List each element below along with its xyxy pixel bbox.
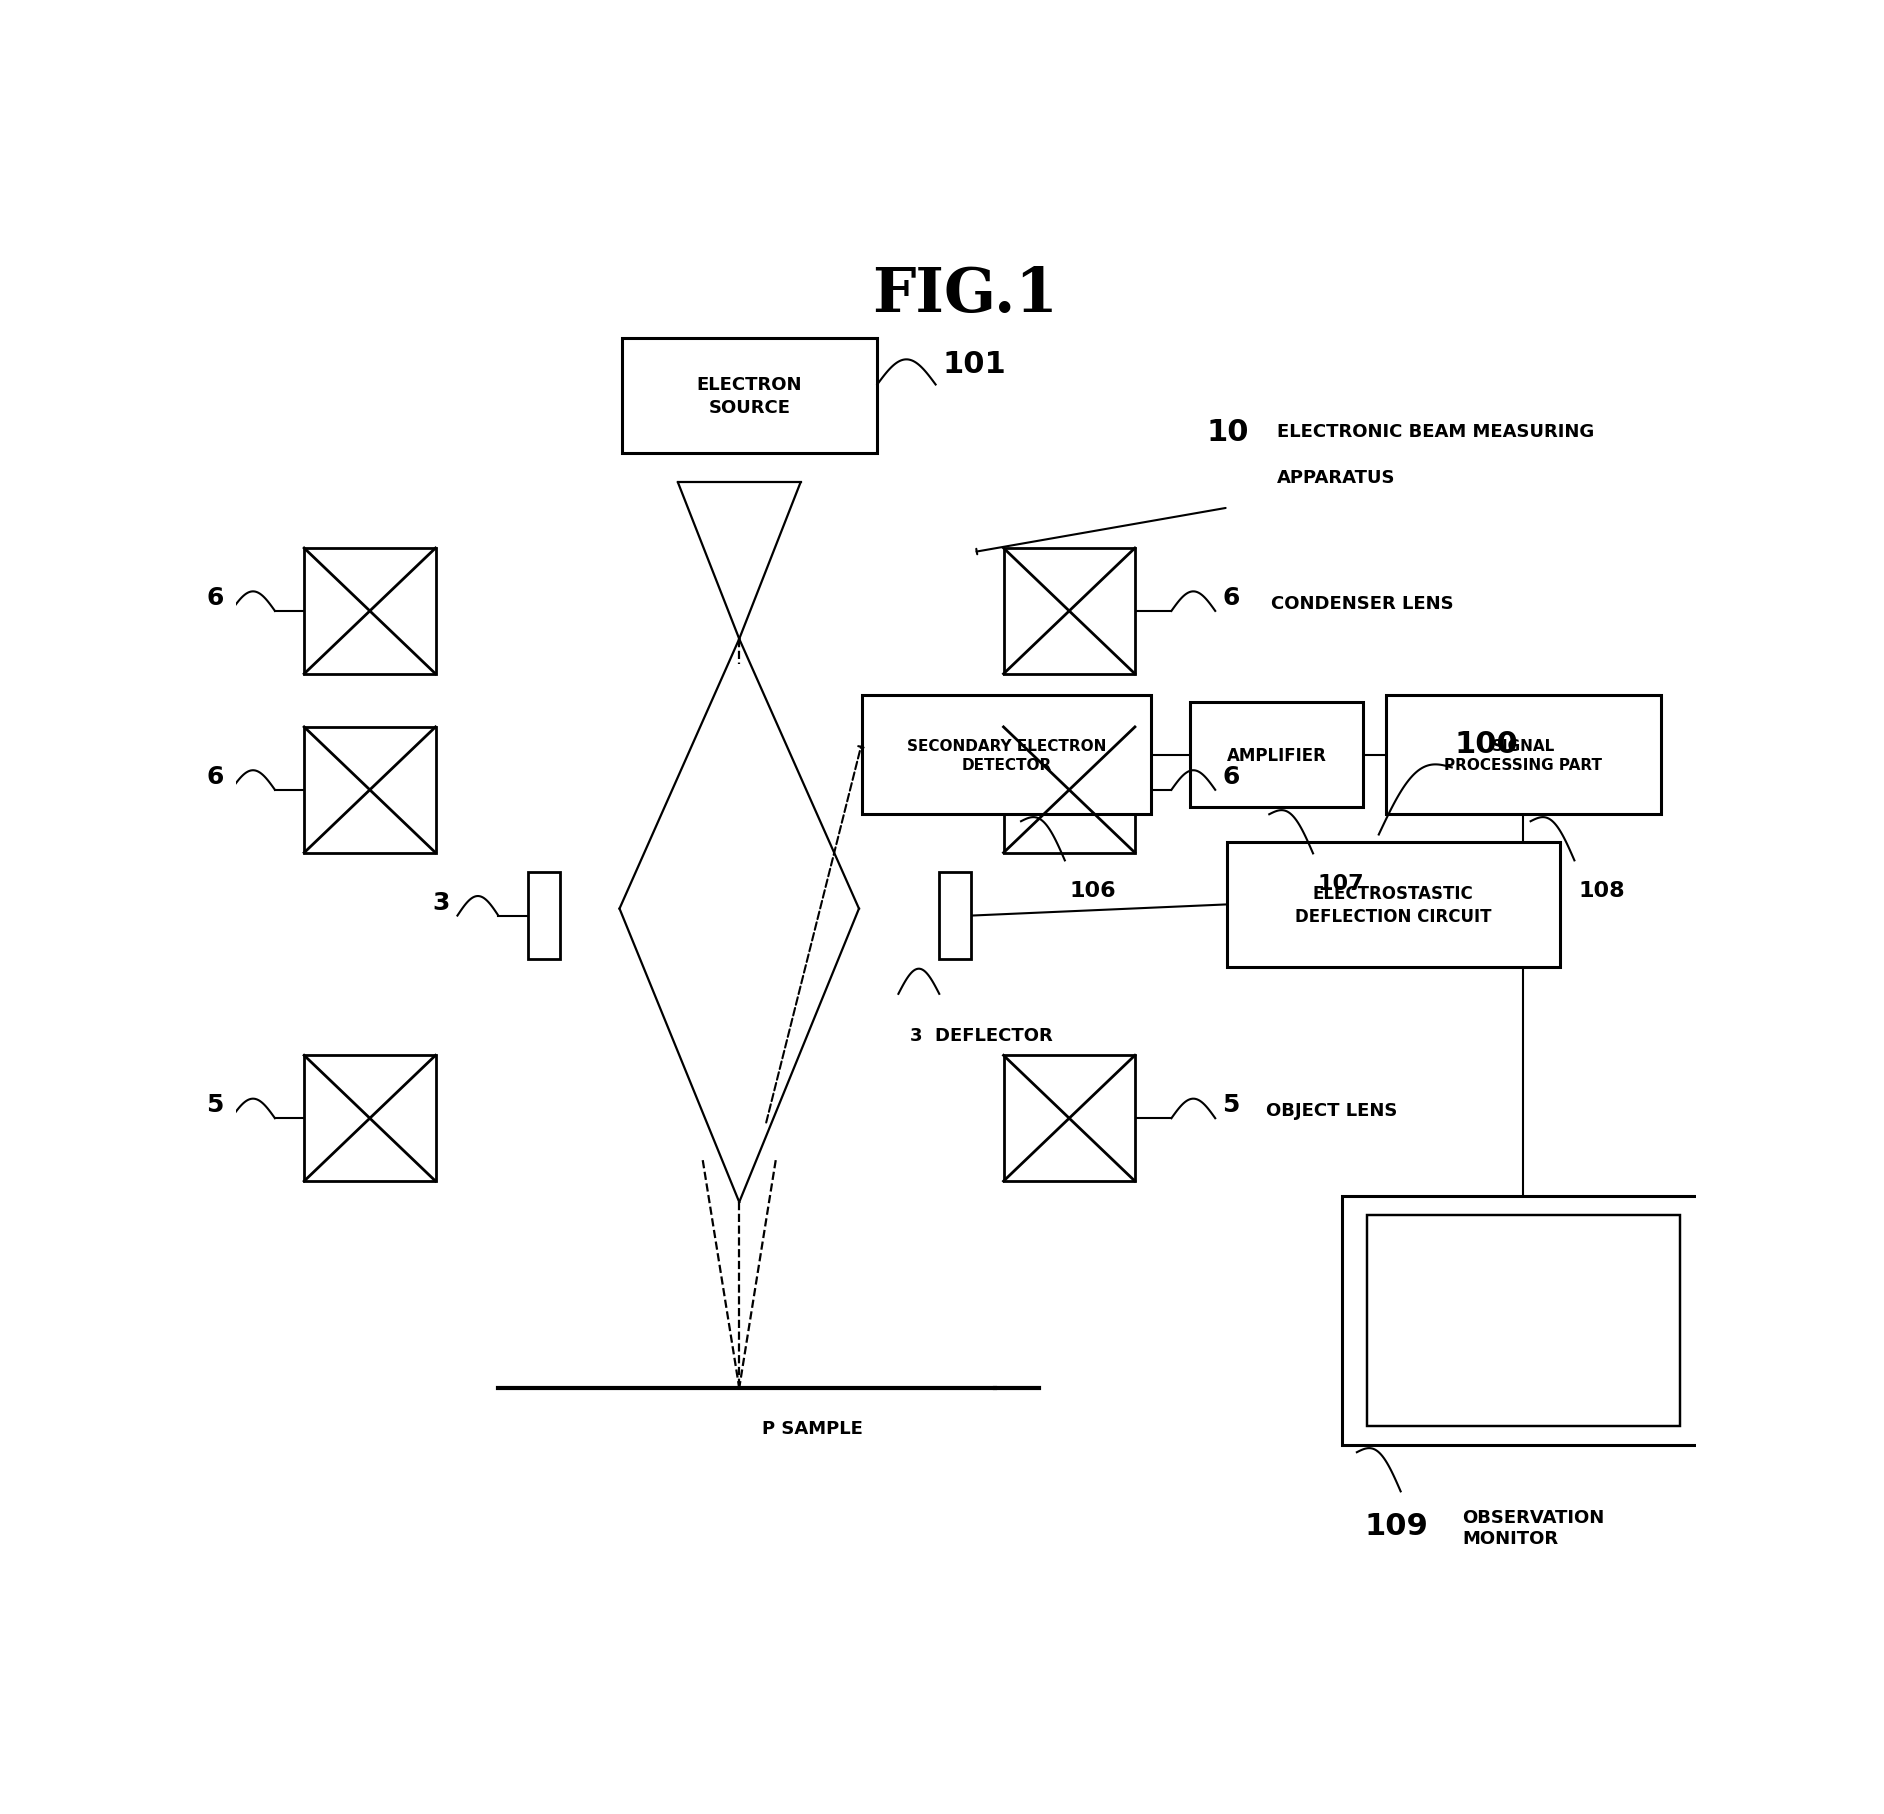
- FancyBboxPatch shape: [1191, 704, 1362, 807]
- FancyBboxPatch shape: [1387, 697, 1660, 814]
- Text: 109: 109: [1364, 1511, 1428, 1540]
- Text: 5: 5: [207, 1092, 224, 1117]
- FancyBboxPatch shape: [1226, 842, 1560, 967]
- Text: SIGNAL
PROCESSING PART: SIGNAL PROCESSING PART: [1445, 738, 1601, 773]
- FancyBboxPatch shape: [1368, 1215, 1679, 1426]
- Text: 101: 101: [942, 350, 1006, 379]
- Text: 6: 6: [207, 764, 224, 789]
- FancyBboxPatch shape: [622, 339, 878, 454]
- Text: CONDENSER LENS: CONDENSER LENS: [1270, 595, 1453, 611]
- Text: 6: 6: [1223, 764, 1240, 789]
- Text: 10: 10: [1206, 419, 1249, 448]
- Bar: [1004, 727, 1134, 853]
- Text: 3  DEFLECTOR: 3 DEFLECTOR: [910, 1027, 1053, 1045]
- Text: FIG.1: FIG.1: [872, 265, 1059, 325]
- Text: AMPLIFIER: AMPLIFIER: [1226, 746, 1326, 764]
- Bar: [303, 727, 435, 853]
- Text: OBJECT LENS: OBJECT LENS: [1266, 1101, 1398, 1119]
- Text: P SAMPLE: P SAMPLE: [761, 1419, 863, 1437]
- FancyBboxPatch shape: [1341, 1197, 1705, 1446]
- Text: 100: 100: [1454, 729, 1519, 758]
- Text: 6: 6: [1223, 586, 1240, 610]
- Bar: [528, 873, 560, 960]
- Text: 3: 3: [433, 891, 450, 914]
- Text: 108: 108: [1579, 880, 1626, 900]
- Text: 6: 6: [207, 586, 224, 610]
- Text: 5: 5: [1223, 1092, 1240, 1117]
- FancyBboxPatch shape: [861, 697, 1151, 814]
- Text: ELECTRON
SOURCE: ELECTRON SOURCE: [697, 375, 803, 417]
- Bar: [303, 1056, 435, 1181]
- Text: OBSERVATION
MONITOR: OBSERVATION MONITOR: [1462, 1507, 1605, 1547]
- Bar: [303, 548, 435, 675]
- Text: 107: 107: [1317, 874, 1364, 894]
- Bar: [940, 873, 972, 960]
- Text: APPARATUS: APPARATUS: [1277, 470, 1394, 488]
- Text: SECONDARY ELECTRON
DETECTOR: SECONDARY ELECTRON DETECTOR: [906, 738, 1106, 773]
- Bar: [1004, 1056, 1134, 1181]
- Text: ELECTRONIC BEAM MEASURING: ELECTRONIC BEAM MEASURING: [1277, 423, 1594, 441]
- Bar: [1004, 548, 1134, 675]
- Text: ELECTROSTASTIC
DEFLECTION CIRCUIT: ELECTROSTASTIC DEFLECTION CIRCUIT: [1294, 885, 1492, 925]
- Text: 106: 106: [1070, 880, 1115, 900]
